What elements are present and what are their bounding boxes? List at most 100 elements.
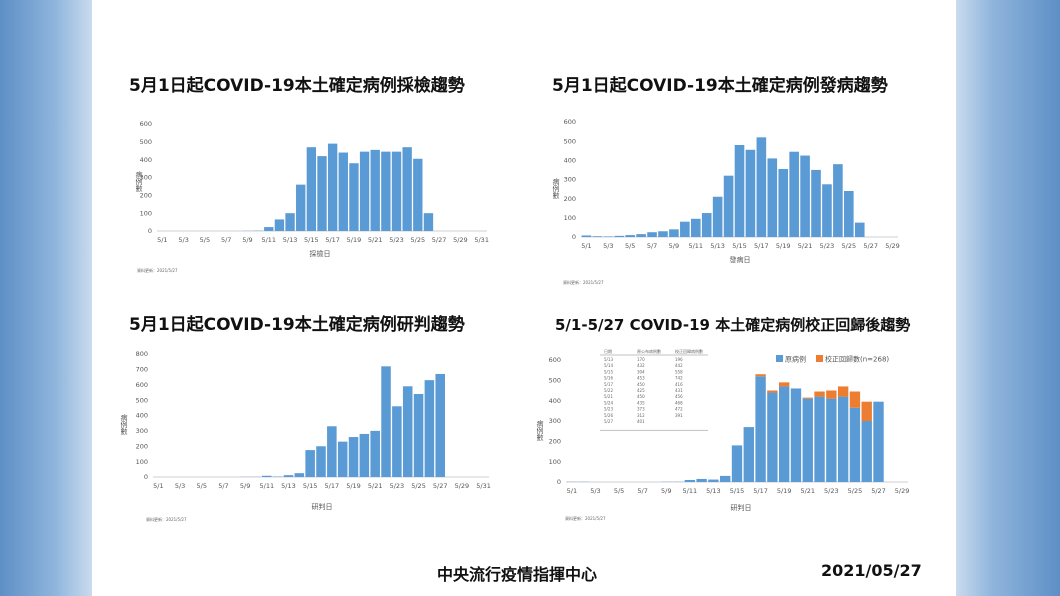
y-tick-label: 100 (140, 209, 152, 217)
x-tick-label: 5/23 (389, 236, 404, 244)
bar-correction-5/26 (861, 401, 872, 421)
chart-title-test: 5月1日起COVID-19本土確定病例採檢趨勢 (129, 76, 465, 96)
y-tick-label: 200 (564, 195, 576, 203)
bar-correction-5/25 (849, 391, 861, 408)
y-tick-label: 0 (148, 227, 152, 235)
x-tick-label: 5/11 (260, 482, 275, 490)
x-tick-label: 5/7 (221, 236, 231, 244)
inset-table-cell: 468 (675, 400, 683, 405)
inset-table-cell: 450 (637, 382, 645, 387)
y-axis-label-corrected: 病例數 (536, 419, 544, 442)
x-tick-label: 5/11 (261, 236, 276, 244)
inset-table-cell: 5/24 (604, 400, 613, 405)
bar-correction-5/23 (826, 390, 837, 399)
bar-onset-5/11 (690, 218, 701, 237)
x-tick-label: 5/21 (368, 236, 383, 244)
slide (92, 0, 956, 596)
bar-diagnosis-5/16 (316, 446, 326, 477)
x-tick-label: 5/9 (661, 487, 671, 495)
x-tick-label: 5/21 (368, 482, 383, 490)
bar-corrected-5/14 (720, 475, 731, 482)
bar-corrected-5/23 (826, 398, 837, 482)
x-axis-label-diagnosis: 研判日 (312, 502, 333, 511)
bar-diagnosis-5/27 (435, 373, 445, 477)
bar-correction-5/18 (767, 390, 778, 393)
inset-table-cell: 472 (675, 407, 683, 412)
inset-table-cell: 742 (675, 376, 683, 381)
x-tick-label: 5/29 (885, 242, 900, 250)
y-tick-label: 400 (140, 156, 152, 164)
x-tick-label: 5/19 (346, 482, 361, 490)
inset-table-cell: 450 (637, 394, 645, 399)
y-axis-label-test: 病例數 (135, 170, 143, 193)
x-tick-label: 5/11 (683, 487, 698, 495)
legend-swatch-original (776, 355, 783, 362)
inset-table-cell: 5/23 (604, 407, 613, 412)
bar-corrected-5/25 (849, 407, 861, 482)
y-axis-label-diagnosis: 病例數 (120, 413, 128, 436)
inset-table-cell: 432 (637, 363, 645, 368)
bar-onset-5/9 (669, 229, 679, 237)
y-tick-label: 100 (564, 214, 576, 222)
inset-table-header: 原公布病例數 (637, 348, 661, 354)
x-tick-label: 5/27 (871, 487, 886, 495)
bar-corrected-5/11 (684, 479, 696, 482)
y-tick-label: 500 (136, 396, 148, 404)
x-tick-label: 5/17 (325, 482, 340, 490)
x-tick-label: 5/3 (590, 487, 600, 495)
bar-corrected-5/15 (731, 445, 743, 482)
inset-table-cell: 425 (637, 388, 645, 393)
x-tick-label: 5/27 (863, 242, 878, 250)
bar-diagnosis-5/20 (359, 433, 370, 477)
y-tick-label: 0 (557, 478, 561, 486)
left-background (0, 0, 92, 596)
x-tick-label: 5/7 (218, 482, 228, 490)
x-tick-label: 5/27 (432, 236, 447, 244)
legend-label-original: 原病例 (785, 354, 806, 363)
chart-corrected: 0 100 200 300 400 500 600 5/1 5/3 5/5 5/7 5/9 5/11 5/… (536, 348, 909, 521)
x-tick-label: 5/25 (411, 482, 426, 490)
bar-diagnosis-5/15 (305, 450, 315, 477)
x-tick-label: 5/17 (325, 236, 340, 244)
inset-table-cell: 312 (637, 413, 645, 418)
bar-onset-5/24 (833, 164, 843, 237)
x-tick-label: 5/5 (625, 242, 635, 250)
bar-onset-5/8 (658, 231, 668, 237)
x-tick-label: 5/13 (281, 482, 296, 490)
bar-corrected-5/27 (873, 401, 884, 482)
bar-test-5/20 (359, 151, 370, 231)
inset-table-cell: 401 (637, 419, 645, 424)
bar-onset-5/1 (581, 235, 592, 237)
inset-table-cell: 5/21 (604, 394, 613, 399)
x-tick-label: 5/13 (283, 236, 298, 244)
y-tick-label: 100 (136, 458, 148, 466)
bar-diagnosis-5/21 (370, 430, 380, 477)
x-tick-label: 5/19 (776, 242, 791, 250)
bar-test-5/22 (381, 151, 391, 231)
y-tick-label: 400 (564, 157, 576, 165)
x-tick-label: 5/15 (303, 482, 318, 490)
x-tick-label: 5/7 (647, 242, 657, 250)
chart-test: 0 100 200 300 400 500 600 5/1 5/3 5/5 5/7 5/9 5/11 5/… (135, 120, 489, 273)
bar-corrected-5/19 (778, 386, 790, 482)
bar-onset-5/22 (811, 169, 821, 237)
bar-onset-5/13 (712, 196, 723, 237)
x-tick-label: 5/27 (433, 482, 448, 490)
x-tick-label: 5/29 (453, 236, 468, 244)
x-tick-label: 5/1 (153, 482, 163, 490)
x-tick-label: 5/1 (157, 236, 167, 244)
bar-diagnosis-5/24 (402, 386, 413, 477)
x-tick-label: 5/9 (240, 482, 250, 490)
x-tick-label: 5/25 (842, 242, 857, 250)
x-tick-label: 5/5 (200, 236, 210, 244)
x-tick-label: 5/17 (753, 487, 768, 495)
bar-onset-5/6 (636, 234, 646, 237)
bar-test-5/24 (402, 147, 412, 231)
y-tick-label: 600 (136, 381, 148, 389)
x-tick-label: 5/17 (754, 242, 769, 250)
bar-onset-5/16 (745, 149, 756, 237)
x-tick-label: 5/23 (390, 482, 405, 490)
y-axis-label-onset: 病例數 (552, 177, 560, 200)
bar-onset-5/15 (734, 145, 745, 237)
